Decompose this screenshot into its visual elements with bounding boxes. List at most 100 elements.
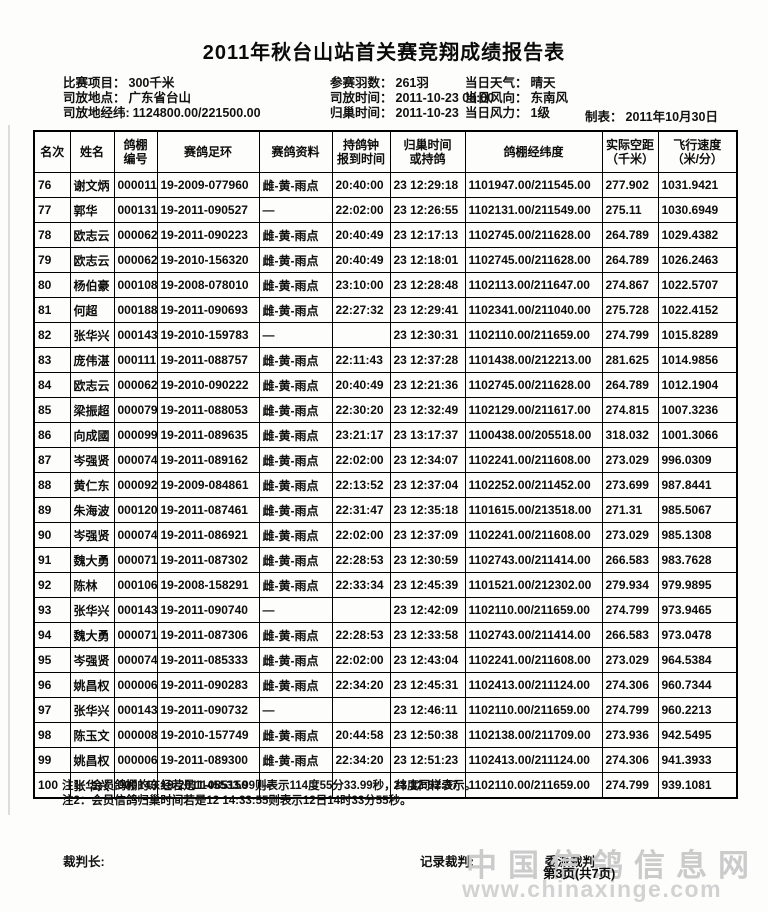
table-row: 83 庞伟湛 000111 19-2011-088757 雌-黄-雨点 22:11:43 2… [33, 347, 738, 373]
clock-report-time-cell: 22:28:53 [331, 622, 391, 648]
clock-report-time-cell: 23:21:17 [331, 422, 391, 448]
speed-cell: 973.9465 [657, 597, 738, 623]
name-cell: 岑强贤 [69, 647, 115, 673]
table-header-row: 名次 姓名 鸽棚 编号 赛鸽足环 赛鸽资料 持鸽钟 报到时间 归巢时间 或持鸽 鸽棚经纬度 实际… [33, 130, 738, 173]
return-date-value: 2011-10-23 [395, 106, 459, 120]
report-date-line: 制表： 2011年10月30日 [585, 106, 718, 125]
pigeon-info-cell: 雌-黄-雨点 [258, 647, 333, 673]
return-time-cell: 23 12:34:07 [389, 447, 466, 473]
ring-number-cell: 19-2008-078010 [156, 272, 260, 298]
clock-report-time-cell: 22:27:32 [331, 297, 391, 323]
name-cell: 魏大勇 [69, 622, 115, 648]
speed-cell: 1015.8289 [657, 322, 738, 348]
clock-report-time-cell: 20:40:00 [331, 172, 391, 198]
wind-direction-label: 当日风向： [465, 91, 528, 105]
clock-report-time-cell: 22:02:00 [331, 522, 391, 548]
wind-direction-value: 东南风 [530, 91, 569, 105]
return-time-cell: 23 12:45:31 [389, 672, 466, 698]
table-row: 80 杨伯豪 000108 19-2008-078010 雌-黄-雨点 23:10:00 2… [33, 272, 738, 298]
rank-cell: 76 [33, 172, 71, 198]
loft-number-cell: 000011 [113, 172, 158, 198]
return-time-cell: 23 12:28:48 [389, 272, 466, 298]
loft-number-cell: 000092 [113, 472, 158, 498]
return-time-cell: 23 12:42:09 [389, 597, 466, 623]
speed-cell: 1007.3236 [657, 397, 738, 423]
return-date-line: 归巢时间： 2011-10-23 [330, 106, 494, 121]
loft-coordinates-cell: 1102113.00/211647.00 [464, 272, 603, 298]
name-cell: 黄仁东 [69, 472, 115, 498]
pigeon-info-cell: 雌-黄-雨点 [258, 222, 333, 248]
clock-report-time-cell: 22:34:20 [331, 672, 391, 698]
table-row: 98 陈玉文 000008 19-2010-157749 雌-黄-雨点 20:44:58 2… [33, 722, 738, 748]
ring-number-cell: 19-2011-090693 [156, 297, 260, 323]
loft-number-cell: 000143 [113, 597, 158, 623]
name-cell: 岑强贤 [69, 447, 115, 473]
release-site-line: 司放地点： 广东省台山 [63, 91, 261, 106]
ring-number-cell: 19-2011-085150 [156, 772, 260, 799]
clock-report-time-cell: 22:31:47 [331, 497, 391, 523]
pigeon-info-cell: 雌-黄-雨点 [258, 447, 333, 473]
entry-count-label: 参赛羽数： [330, 76, 393, 90]
release-coords-value: 1124800.00/221500.00 [132, 106, 261, 120]
distance-cell: 273.029 [601, 447, 659, 473]
return-time-cell: 23 12:29:41 [389, 297, 466, 323]
ring-number-cell: 19-2011-090740 [156, 597, 260, 623]
table-row: 87 岑强贤 000074 19-2011-089162 雌-黄-雨点 22:02:00 2… [33, 447, 738, 473]
watermark-site-url: www.chinaxinge.com [462, 876, 723, 902]
clock-report-time-cell: 22:02:00 [331, 647, 391, 673]
return-time-cell: 23 12:46:11 [389, 697, 466, 723]
name-cell: 欧志云 [69, 372, 115, 398]
table-row: 94 魏大勇 000071 19-2011-087306 雌-黄-雨点 22:28:53 2… [33, 622, 738, 648]
loft-number-cell: 000131 [113, 197, 158, 223]
loft-coordinates-cell: 1102110.00/211659.00 [464, 697, 603, 723]
loft-coordinates-cell: 1102341.00/211040.00 [464, 297, 603, 323]
column-header: 飞行速度 （米/分） [657, 130, 738, 173]
name-cell: 陈林 [69, 572, 115, 598]
rank-cell: 98 [33, 722, 71, 748]
loft-number-cell: 000111 [113, 347, 158, 373]
info-column-left: 比赛项目： 300千米 司放地点： 广东省台山 司放地经纬: 1124800.00/2… [63, 76, 261, 121]
loft-coordinates-cell: 1102241.00/211608.00 [464, 522, 603, 548]
distance-cell: 273.029 [601, 522, 659, 548]
speed-cell: 983.7628 [657, 547, 738, 573]
pigeon-info-cell: 雌-黄-雨点 [258, 672, 333, 698]
clock-report-time-cell: 20:40:49 [331, 372, 391, 398]
clock-report-time-cell: 22:33:34 [331, 572, 391, 598]
loft-coordinates-cell: 1102743.00/211414.00 [464, 547, 603, 573]
speed-cell: 973.0478 [657, 622, 738, 648]
loft-number-cell: 000074 [113, 647, 158, 673]
column-header: 姓名 [69, 130, 115, 173]
speed-cell: 987.8441 [657, 472, 738, 498]
ring-number-cell: 19-2010-159783 [156, 322, 260, 348]
distance-cell: 264.789 [601, 222, 659, 248]
loft-coordinates-cell: 1102241.00/211608.00 [464, 447, 603, 473]
table-row: 86 向成國 000099 19-2011-089635 雌-黄-雨点 23:21:17 2… [33, 422, 738, 448]
ring-number-cell: 19-2008-158291 [156, 572, 260, 598]
return-time-cell: 23 12:26:55 [389, 197, 466, 223]
loft-number-cell: 000071 [113, 547, 158, 573]
pigeon-info-cell: 雌-黄-雨点 [258, 722, 333, 748]
footnote-1: 注1：会员鸽棚的东经若是1145533.99则表示114度55分33.99秒，纬… [62, 780, 477, 792]
table-row: 100 张华兴 000143 19-2011-085150—23 12:52:37 11… [33, 772, 738, 799]
rank-cell: 85 [33, 397, 71, 423]
name-cell: 岑强贤 [69, 522, 115, 548]
loft-coordinates-cell: 1102743.00/211414.00 [464, 622, 603, 648]
speed-cell: 1026.2463 [657, 247, 738, 273]
ring-number-cell: 19-2011-088053 [156, 397, 260, 423]
clock-report-time-cell: 22:02:00 [331, 197, 391, 223]
name-cell: 张华兴 [69, 697, 115, 723]
clock-report-time-cell: 22:13:52 [331, 472, 391, 498]
report-date-value: 2011年10月30日 [625, 110, 718, 124]
rank-cell: 100 [33, 772, 71, 799]
clock-report-time-cell [331, 772, 391, 799]
loft-coordinates-cell: 1100438.00/205518.00 [464, 422, 603, 448]
loft-coordinates-cell: 1102413.00/211124.00 [464, 672, 603, 698]
distance-cell: 273.936 [601, 722, 659, 748]
ring-number-cell: 19-2010-156320 [156, 247, 260, 273]
table-row: 99 姚昌权 000006 19-2011-089300 雌-黄-雨点 22:34:20 2… [33, 747, 738, 773]
rank-cell: 86 [33, 422, 71, 448]
table-row: 84 欧志云 000062 19-2010-090222 雌-黄-雨点 20:40:49 2… [33, 372, 738, 398]
rank-cell: 99 [33, 747, 71, 773]
results-table: 名次 姓名 鸽棚 编号 赛鸽足环 赛鸽资料 持鸽钟 报到时间 归巢时间 或持鸽 鸽棚经纬度 实际… [33, 130, 738, 799]
ring-number-cell: 19-2011-086921 [156, 522, 260, 548]
